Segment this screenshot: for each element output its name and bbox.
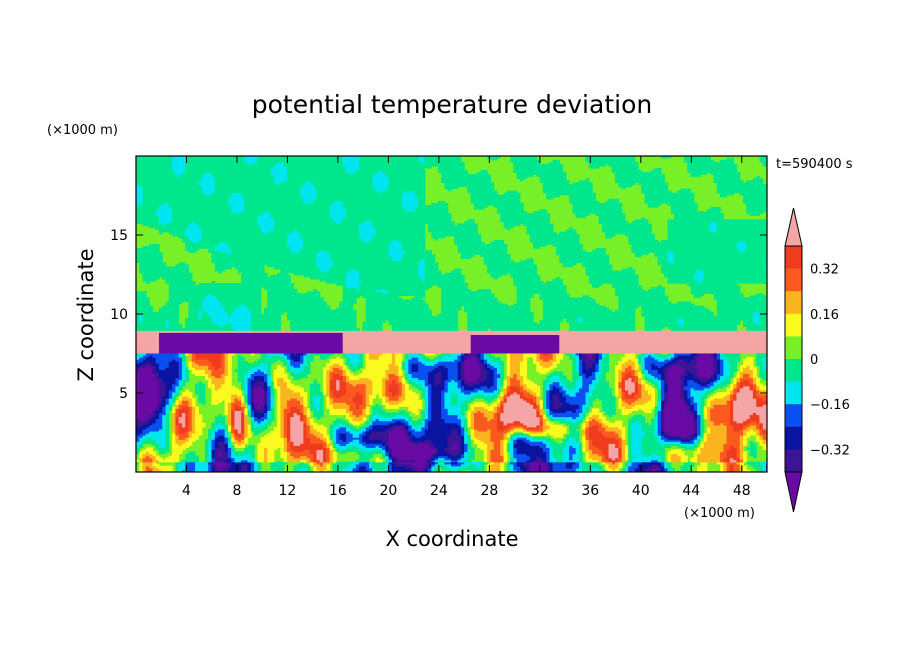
field-cell <box>635 414 642 417</box>
field-cell <box>671 449 681 452</box>
field-cell <box>615 421 622 424</box>
field-cell <box>474 402 484 405</box>
field-cell <box>759 462 769 465</box>
field-cell <box>336 419 343 422</box>
time-label: t=590400 s <box>776 157 853 172</box>
field-cell <box>553 371 563 374</box>
field-cell <box>746 462 760 465</box>
field-cell <box>533 437 550 440</box>
field-cell <box>189 451 196 454</box>
field-cell <box>750 441 754 444</box>
field-cell <box>146 447 153 450</box>
field-cell <box>198 382 202 385</box>
field-cell <box>592 408 599 411</box>
field-cell <box>336 357 340 360</box>
field-cell <box>248 445 255 448</box>
field-cell <box>399 410 406 413</box>
field-cell <box>185 390 189 393</box>
field-cell <box>313 380 317 383</box>
field-cell <box>376 458 380 461</box>
field-cell <box>218 414 222 417</box>
field-cell <box>336 462 353 465</box>
field-cell <box>277 365 281 368</box>
field-cell <box>746 357 753 360</box>
y-unit-label: (×1000 m) <box>47 123 118 138</box>
field-cell <box>238 355 242 358</box>
chart-title: potential temperature deviation <box>252 90 652 119</box>
field-cell <box>376 404 380 407</box>
plot-area <box>136 156 770 473</box>
